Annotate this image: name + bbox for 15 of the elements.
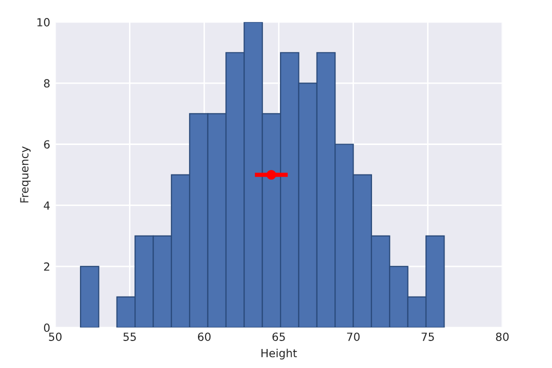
- y-tick-label: 10: [37, 18, 50, 26]
- y-axis-title: Frequency: [20, 146, 31, 202]
- x-axis-title: Height: [261, 348, 297, 360]
- y-tick-label: 8: [44, 79, 50, 88]
- x-tick-label: 60: [198, 332, 211, 341]
- y-tick-label: 0: [44, 323, 50, 332]
- y-tick-label: 4: [44, 201, 50, 210]
- y-tick-label: 2: [44, 262, 50, 271]
- x-tick-label: 70: [347, 332, 360, 341]
- x-tick-label: 55: [124, 332, 136, 341]
- x-tick-label: 75: [422, 332, 434, 341]
- x-tick-label: 50: [48, 332, 62, 341]
- y-tick-label: 6: [44, 140, 50, 149]
- x-tick-label: 80: [496, 332, 509, 341]
- x-tick-label: 65: [272, 332, 285, 341]
